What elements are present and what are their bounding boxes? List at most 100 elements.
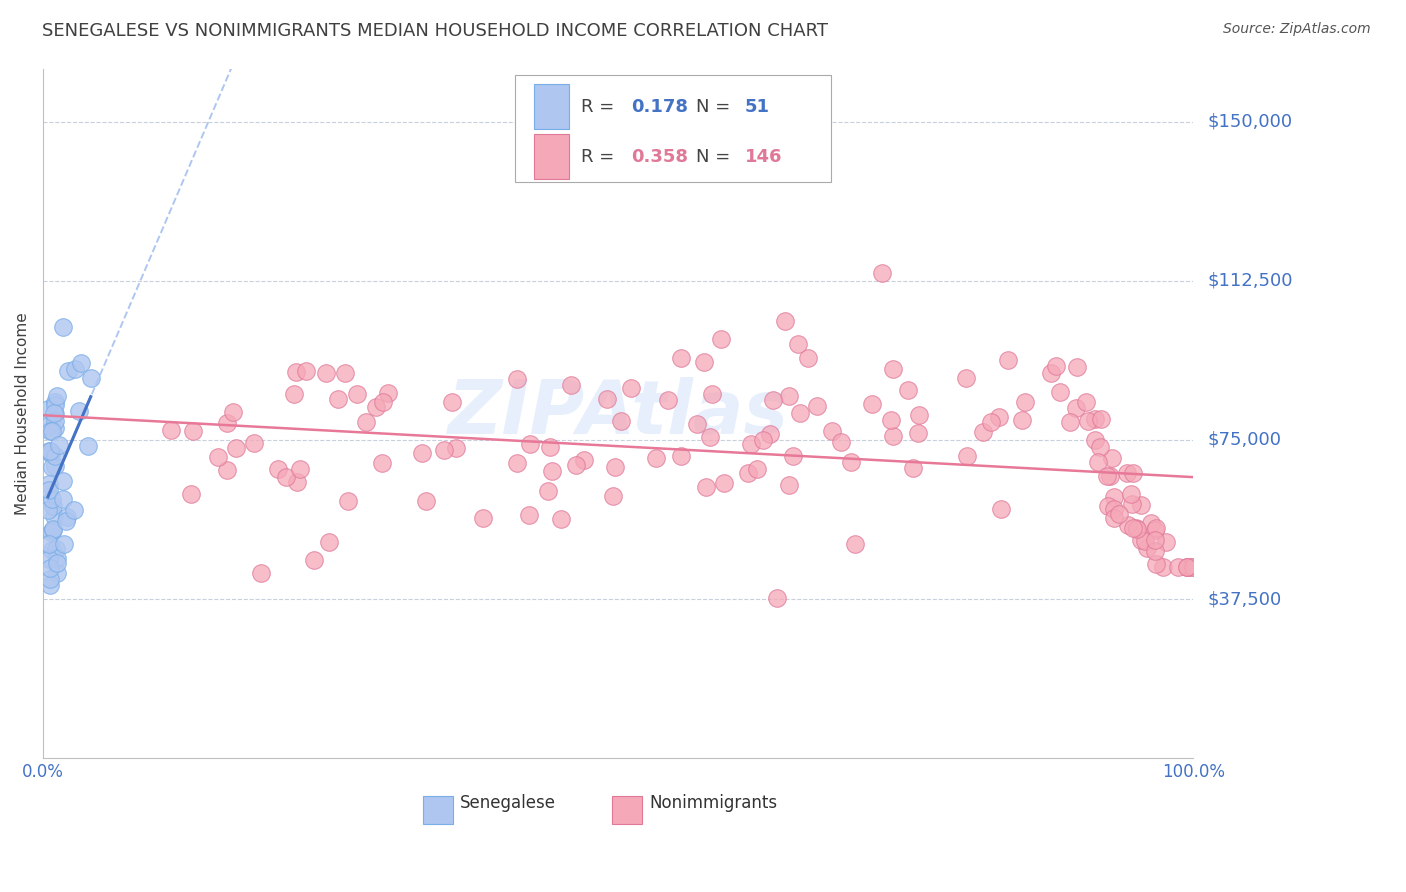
Point <box>42 406 65 420</box>
Point <box>880 413 903 427</box>
Point <box>702 386 724 401</box>
Point <box>80 371 103 385</box>
Point <box>45 550 67 565</box>
Point <box>1175 560 1198 574</box>
Point <box>1175 560 1198 574</box>
Text: 0.358: 0.358 <box>631 148 688 166</box>
Point <box>38 443 60 458</box>
Point <box>870 266 893 280</box>
Point <box>38 552 60 566</box>
Point <box>669 351 692 365</box>
Point <box>1040 366 1063 380</box>
Point <box>519 437 541 451</box>
Point <box>1140 516 1163 531</box>
Point <box>907 425 929 440</box>
Point <box>1088 440 1111 454</box>
Point <box>1144 521 1167 535</box>
Point <box>1121 497 1143 511</box>
Point <box>38 578 60 592</box>
Point <box>1095 468 1118 483</box>
Point <box>699 429 721 443</box>
Point <box>956 449 979 463</box>
Point <box>337 493 360 508</box>
Point <box>243 436 266 450</box>
FancyBboxPatch shape <box>515 76 831 182</box>
Point <box>180 487 202 501</box>
Point <box>415 494 437 508</box>
Text: 0.178: 0.178 <box>631 98 688 116</box>
Point <box>1116 518 1139 533</box>
Point <box>63 503 86 517</box>
Point <box>830 435 852 450</box>
Point <box>778 389 800 403</box>
Point <box>782 449 804 463</box>
Point <box>346 387 368 401</box>
Point <box>315 366 337 380</box>
Point <box>1102 510 1125 524</box>
Point <box>987 410 1010 425</box>
Point <box>645 450 668 465</box>
Point <box>506 456 529 470</box>
Point <box>38 444 60 458</box>
Point <box>42 499 65 513</box>
Point <box>45 542 67 557</box>
Point <box>371 395 394 409</box>
Point <box>860 396 883 410</box>
Point <box>285 475 308 489</box>
Point <box>39 572 62 586</box>
Point <box>1143 544 1166 558</box>
Point <box>56 364 79 378</box>
Point <box>1125 522 1147 536</box>
Point <box>76 439 98 453</box>
Point <box>52 474 75 488</box>
Point <box>44 421 66 435</box>
Point <box>283 387 305 401</box>
Point <box>1121 467 1143 481</box>
Point <box>207 450 229 465</box>
Point <box>955 370 977 384</box>
Point <box>908 408 931 422</box>
Point <box>333 366 356 380</box>
Point <box>1116 466 1139 480</box>
Text: SENEGALESE VS NONIMMIGRANTS MEDIAN HOUSEHOLD INCOME CORRELATION CHART: SENEGALESE VS NONIMMIGRANTS MEDIAN HOUSE… <box>42 22 828 40</box>
Point <box>364 400 387 414</box>
Point <box>1130 533 1153 548</box>
Point <box>42 522 65 536</box>
Point <box>758 427 780 442</box>
Text: $112,500: $112,500 <box>1208 272 1292 290</box>
Point <box>1119 487 1142 501</box>
Point <box>797 351 820 366</box>
Point <box>980 415 1002 429</box>
Point <box>564 458 586 473</box>
Point <box>657 393 679 408</box>
Point <box>38 424 60 438</box>
Point <box>44 395 66 409</box>
Point <box>249 566 271 580</box>
Point <box>45 566 67 581</box>
Point <box>1133 533 1156 548</box>
Point <box>354 415 377 429</box>
Point <box>38 536 60 550</box>
Y-axis label: Median Household Income: Median Household Income <box>15 312 30 515</box>
Point <box>1084 411 1107 425</box>
Point <box>44 414 66 428</box>
Point <box>46 556 69 570</box>
Text: 51: 51 <box>745 98 769 116</box>
Point <box>550 512 572 526</box>
Point <box>1102 502 1125 516</box>
Point <box>773 314 796 328</box>
Point <box>789 406 811 420</box>
Point <box>538 440 561 454</box>
Point <box>806 400 828 414</box>
Point <box>304 552 326 566</box>
Point <box>1154 534 1177 549</box>
Point <box>41 491 63 506</box>
Point <box>740 437 762 451</box>
Point <box>695 479 717 493</box>
Text: N =: N = <box>696 148 737 166</box>
Point <box>605 459 627 474</box>
Point <box>1122 521 1144 535</box>
Point <box>1125 521 1147 535</box>
Point <box>266 462 288 476</box>
Text: 146: 146 <box>745 148 782 166</box>
